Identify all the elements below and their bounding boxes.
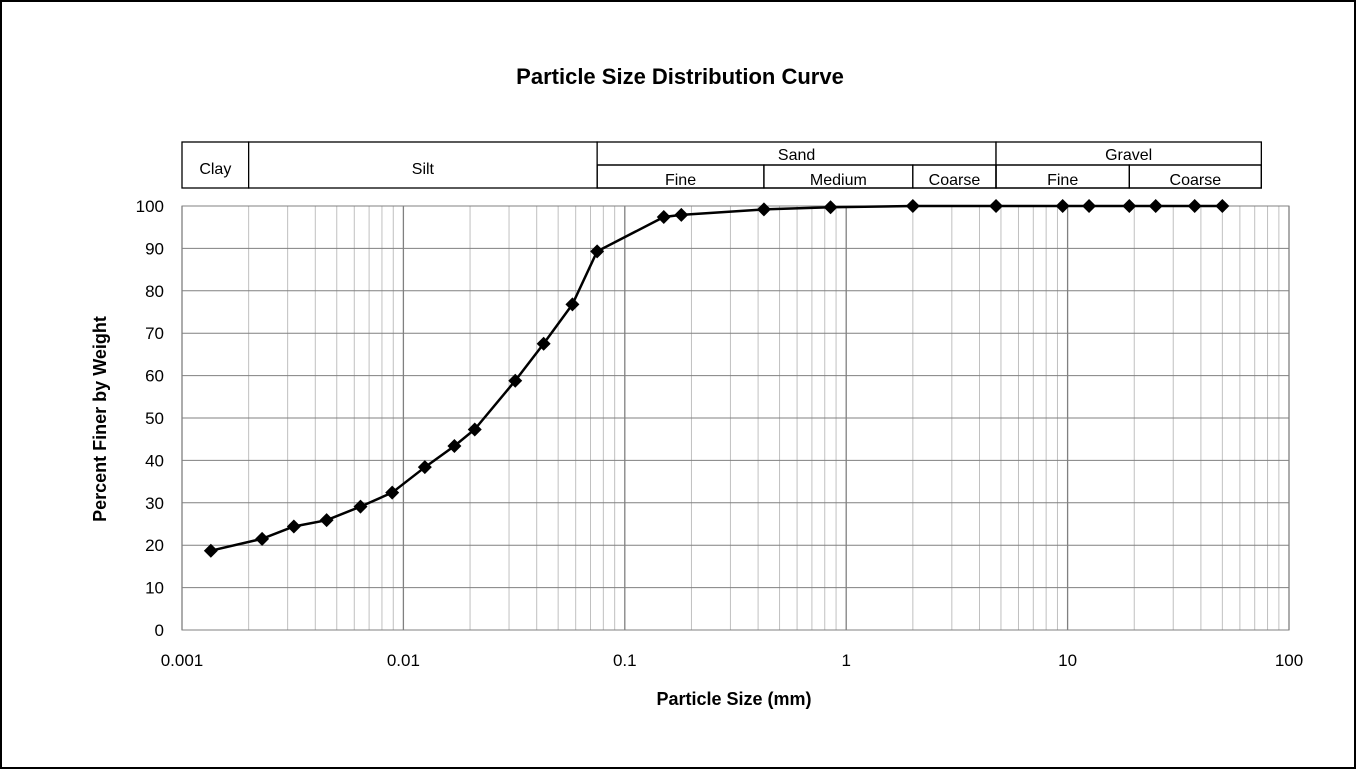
y-axis-title: Percent Finer by Weight [90,316,110,522]
soil-classification-table: Clay Silt Sand Gravel Fine Medium Coarse Fine Co… [181,141,1262,189]
data-point-markers [203,199,1230,558]
x-tick-label: 100 [1275,651,1303,670]
subzone-cell-coarse [1128,164,1262,189]
y-tick-label: 40 [145,451,164,470]
y-tick-label: 60 [145,367,164,386]
data-point [385,485,400,500]
x-axis-title: Particle Size (mm) [656,689,811,709]
data-point [319,513,334,528]
y-tick-label: 70 [145,324,164,343]
data-point [674,207,689,222]
data-point [756,202,771,217]
data-point [286,519,301,534]
x-tick-label: 0.1 [613,651,637,670]
y-tick-label: 10 [145,579,164,598]
zone-label-clay: Clay [199,161,231,178]
data-point [656,210,671,225]
x-tick-label: 0.01 [387,651,420,670]
zone-label-gravel: Gravel [1105,147,1152,164]
gradation-curve [210,204,1223,552]
subzone-label-coarse: Coarse [929,172,981,189]
data-point [255,531,270,546]
subzone-label-fine: Fine [1047,172,1078,189]
y-tick-label: 50 [145,409,164,428]
data-point [1148,199,1163,213]
data-point [1082,199,1097,213]
subzone-label-medium: Medium [810,172,867,189]
zone-label-sand: Sand [778,147,815,164]
x-axis-tick-labels: 0.001 0.01 0.1 1 10 100 [161,651,1303,670]
data-point [353,499,368,514]
data-point [417,460,432,475]
plot-area-border [181,205,1290,631]
x-tick-label: 0.001 [161,651,204,670]
y-axis-tick-labels: 0 10 20 30 40 50 60 70 80 90 100 [136,197,164,640]
y-tick-label: 80 [145,282,164,301]
data-point [1122,199,1137,213]
data-point [1055,199,1070,213]
data-point [447,438,462,453]
data-point [905,199,920,213]
zone-cell-clay [181,141,250,189]
subzone-label-fine: Fine [665,172,696,189]
data-point [565,297,580,312]
data-point [1215,199,1230,213]
data-point [203,543,218,558]
y-tick-label: 20 [145,536,164,555]
x-tick-label: 10 [1058,651,1077,670]
y-tick-label: 90 [145,239,164,258]
data-point [467,422,482,437]
data-point [536,336,551,351]
data-point [590,244,605,259]
data-point [989,199,1004,213]
chart-title: Particle Size Distribution Curve [516,64,844,89]
zone-label-silt: Silt [412,161,435,178]
y-tick-label: 30 [145,494,164,513]
y-tick-label: 0 [155,621,164,640]
subzone-label-coarse: Coarse [1170,172,1222,189]
zone-cell-silt [247,141,598,189]
data-point [823,200,838,215]
data-point [508,373,523,388]
major-gridlines [181,205,1290,631]
x-tick-label: 1 [841,651,850,670]
y-tick-label: 100 [136,197,164,216]
data-point [1187,199,1202,213]
